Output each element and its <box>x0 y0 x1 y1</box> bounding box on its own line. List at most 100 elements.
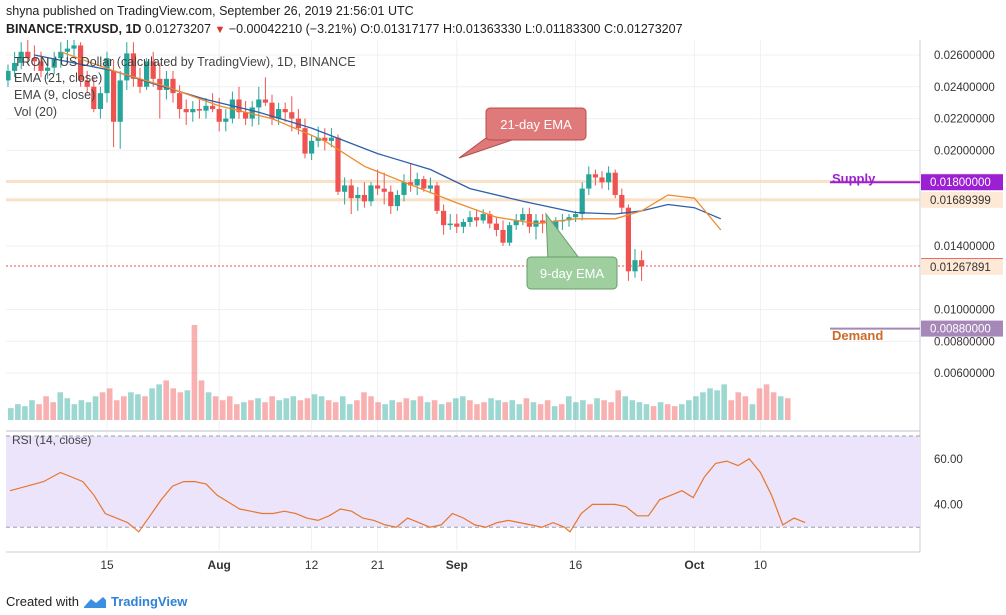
volume-bar <box>502 402 509 420</box>
candle-body <box>421 179 427 189</box>
volume-bar <box>784 398 791 420</box>
candlesticks <box>6 40 645 281</box>
volume-bar <box>445 402 452 420</box>
volume-bar <box>347 404 353 420</box>
volume-bar <box>700 392 706 420</box>
candle-body <box>249 107 255 119</box>
ema9-line <box>60 51 722 231</box>
volume-bar <box>50 402 56 420</box>
candle-body <box>487 214 493 224</box>
volume-bar <box>615 390 622 420</box>
ohlc-high: H:0.01363330 <box>442 22 522 36</box>
legend-title: TRON / US Dollar (calculated by TradingV… <box>14 55 356 69</box>
candle-body <box>12 62 18 71</box>
time-tick-label: Aug <box>208 558 231 572</box>
candle-body <box>441 210 447 226</box>
volume-bar <box>467 400 473 420</box>
volume-bar <box>622 396 629 420</box>
volume-bar <box>509 400 516 420</box>
volume-bar <box>438 404 445 420</box>
tradingview-logo-icon <box>83 596 106 608</box>
volume-bar <box>276 400 282 420</box>
candle-body <box>612 172 618 195</box>
horizontal-level-line <box>6 198 920 202</box>
volume-bar <box>149 388 155 420</box>
candle-body <box>51 58 57 68</box>
volume-bar <box>304 398 311 420</box>
candle-body <box>500 229 506 243</box>
tradingview-brand[interactable]: TradingView <box>110 594 188 609</box>
volume-bar <box>523 398 530 420</box>
volume-bar <box>297 400 304 420</box>
volume-bar <box>78 400 85 420</box>
volume-bar <box>36 404 42 420</box>
candle-body <box>78 45 84 81</box>
candle-body <box>137 78 143 87</box>
volume-bar <box>643 404 650 420</box>
candle-body <box>606 172 612 183</box>
candle-body <box>573 214 579 218</box>
ema9-callout-text: 9-day EMA <box>540 266 605 281</box>
rsi-line <box>9 458 806 533</box>
volume-bar <box>410 400 417 420</box>
time-tick-label: Oct <box>684 558 704 572</box>
candle-body <box>454 223 460 227</box>
candle-body <box>97 93 103 110</box>
candle-body <box>388 191 394 207</box>
volume-bar <box>128 392 134 420</box>
ema21-callout-box <box>485 107 587 141</box>
candle-body <box>309 140 315 154</box>
time-axis: 15 Aug 12 21 Sep 16 Oct 10 <box>100 558 767 572</box>
volume-bar <box>163 380 169 420</box>
candle-body <box>295 118 301 129</box>
volume-bar <box>721 384 727 420</box>
volume-bar <box>417 396 424 420</box>
legend-ema21: EMA (21, close) <box>14 71 102 85</box>
candle-body <box>91 86 97 110</box>
legend-rsi: RSI (14, close) <box>12 433 91 447</box>
candle-body <box>6 70 11 81</box>
candle-body <box>381 188 387 192</box>
candle-body <box>335 137 341 192</box>
volume-bar <box>594 398 600 420</box>
volume-bar <box>488 398 494 420</box>
supply-label: Supply <box>832 171 876 186</box>
candle-body <box>342 185 348 192</box>
volume-bar <box>22 406 28 420</box>
candle-body <box>190 109 196 113</box>
volume-bar <box>368 396 374 420</box>
time-tick-label: 21 <box>371 558 385 572</box>
candle-body <box>586 174 592 189</box>
price-axis: 0.02600000 0.02400000 0.02200000 0.02000000… <box>921 50 1003 511</box>
candle-body <box>124 53 130 81</box>
volume-bar <box>57 392 64 420</box>
candle-body <box>361 194 367 202</box>
annotations: 21-day EMA 9-day EMA Supply Demand <box>458 107 883 343</box>
candle-body <box>58 51 64 59</box>
candle-body <box>599 177 605 183</box>
volume-bar <box>537 404 544 420</box>
price-label-text: 0.01267891 <box>930 262 991 274</box>
chart-header: shyna published on TradingView.com, Sept… <box>6 2 1006 38</box>
volume-bar <box>135 394 141 420</box>
candle-body <box>210 105 216 110</box>
volume-bar <box>728 400 735 420</box>
candle-body <box>414 179 420 186</box>
volume-bar <box>558 404 565 420</box>
volume-bar <box>325 400 332 420</box>
volume-bar <box>389 400 396 420</box>
rsi-tick-label: 60.00 <box>934 454 963 466</box>
volume-bar <box>544 400 551 420</box>
candle-body <box>25 51 31 59</box>
volume-bar <box>8 408 14 420</box>
volume-bar <box>219 400 226 420</box>
time-tick-label: 16 <box>569 558 583 572</box>
volume-bar <box>551 406 558 420</box>
volume-bars <box>8 325 791 420</box>
volume-bar <box>248 400 254 420</box>
candle-body <box>243 112 249 119</box>
candle-body <box>256 99 262 108</box>
volume-bar <box>99 392 106 420</box>
legend: TRON / US Dollar (calculated by TradingV… <box>12 55 356 447</box>
